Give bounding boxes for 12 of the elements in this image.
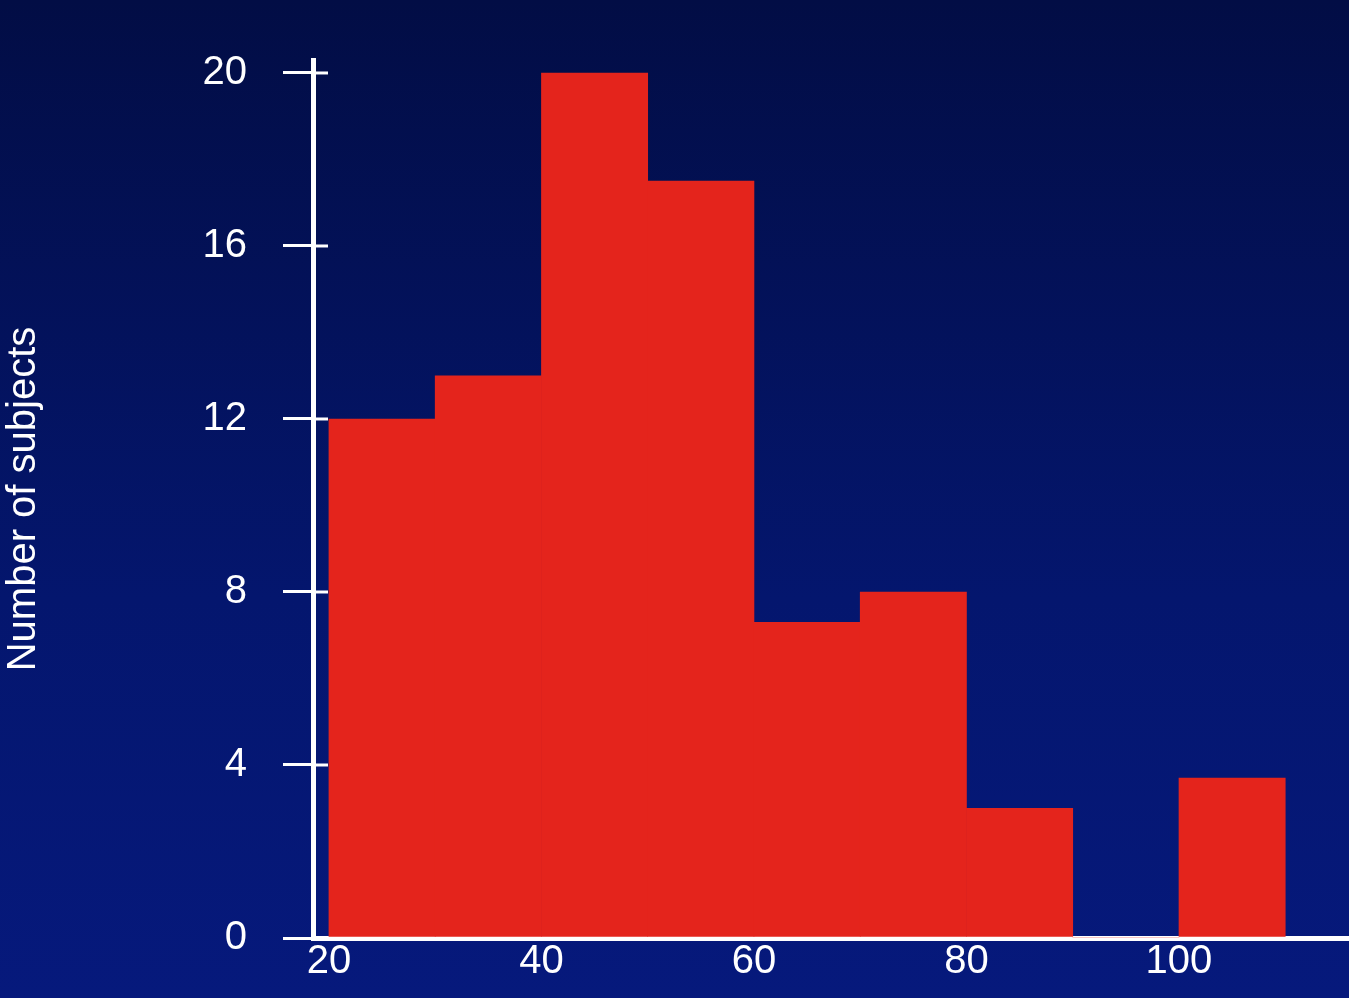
y-tick-label: 12	[202, 394, 247, 439]
y-tick-label: 8	[224, 567, 247, 612]
x-tick-label: 60	[731, 937, 777, 982]
x-tick-label: 20	[306, 937, 352, 982]
y-tick-label: 16	[202, 221, 247, 266]
x-tick-label: 80	[944, 937, 989, 982]
x-tick-label: 100	[1145, 937, 1213, 982]
y-tick-label: 4	[224, 740, 247, 785]
y-axis-title: Number of subjects	[0, 326, 44, 672]
x-tick-label: 40	[519, 937, 564, 982]
y-tick-label: 0	[224, 913, 247, 958]
y-tick-label: 20	[202, 48, 247, 93]
